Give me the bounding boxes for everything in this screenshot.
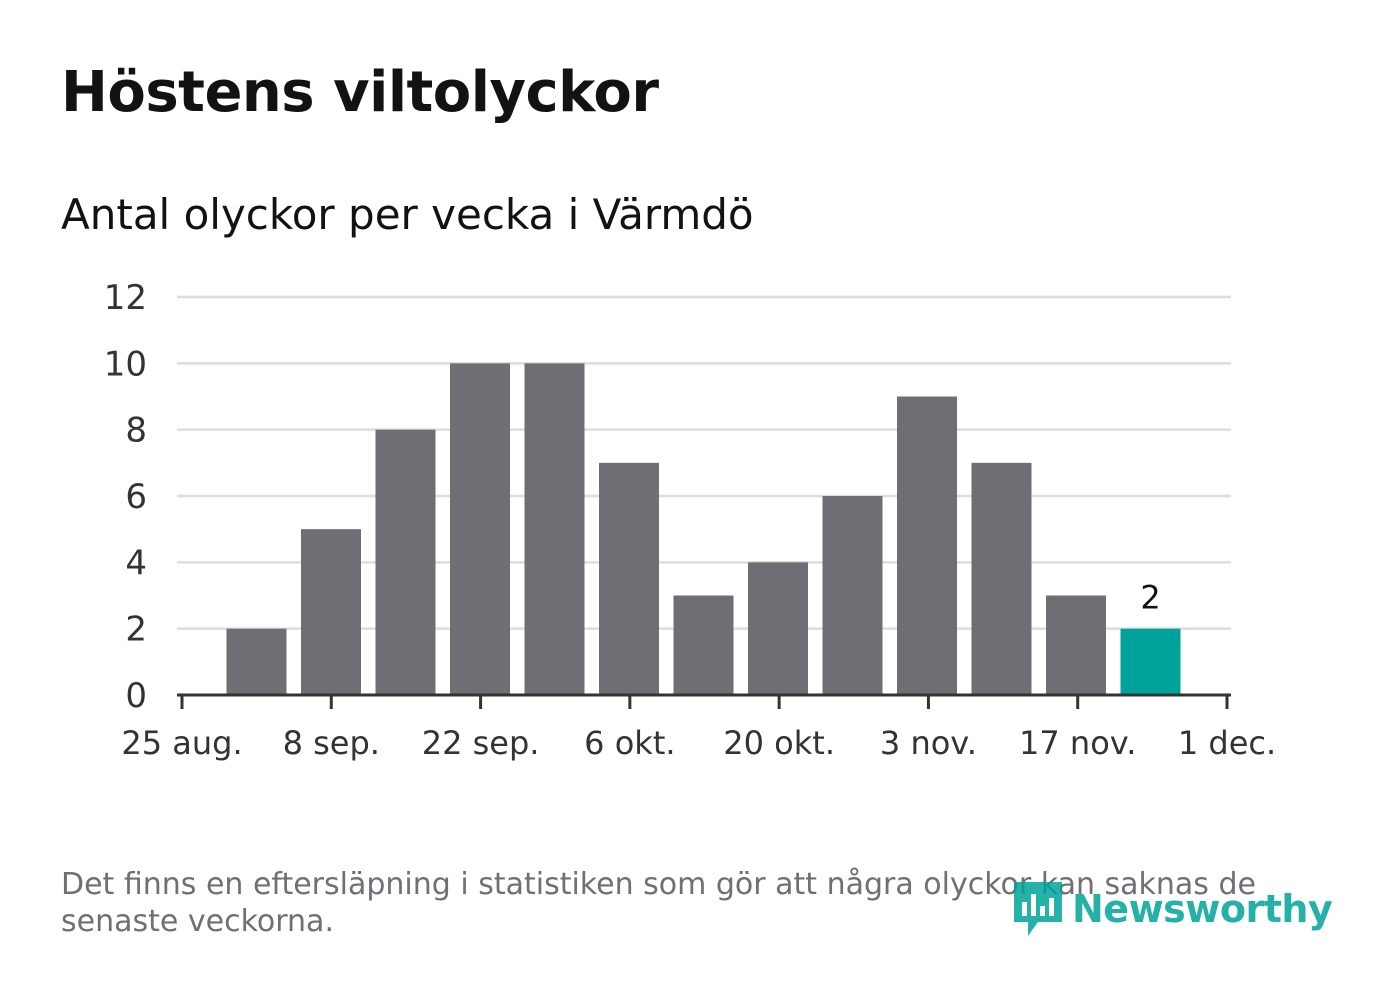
bar [301,529,361,695]
x-tick-label: 3 nov. [880,724,977,762]
bar [599,462,659,695]
bar [673,595,734,695]
data-label: 2 [1140,579,1160,617]
bar [1120,628,1181,695]
y-tick-label: 2 [125,610,147,650]
x-tick-label: 6 okt. [584,724,675,762]
bar [1046,595,1106,695]
brand-logo: Newsworthy [1010,878,1333,940]
x-tick-label: 17 nov. [1019,724,1136,762]
x-tick-label: 25 aug. [121,724,242,762]
y-tick-label: 4 [125,543,147,583]
bar [897,396,957,695]
newsworthy-logo-icon [1014,882,1062,936]
x-tick-label: 22 sep. [422,724,540,762]
bar [375,429,436,695]
x-tick-label: 8 sep. [283,724,380,762]
chart-title: Höstens viltolyckor [61,60,659,125]
y-tick-label: 8 [125,411,147,451]
x-tick-label: 20 okt. [723,724,835,762]
brand-name: Newsworthy [1072,887,1333,931]
bar [748,562,808,695]
y-tick-label: 12 [104,278,147,318]
y-tick-label: 10 [104,344,147,384]
bar [226,628,287,695]
y-tick-label: 6 [125,477,147,517]
x-tick-label: 1 dec. [1178,724,1276,762]
y-tick-label: 0 [125,676,147,716]
bar [450,363,510,695]
bar [822,496,883,695]
chart-subtitle: Antal olyckor per vecka i Värmdö [61,190,754,239]
bar [971,462,1032,695]
bar [524,363,585,695]
